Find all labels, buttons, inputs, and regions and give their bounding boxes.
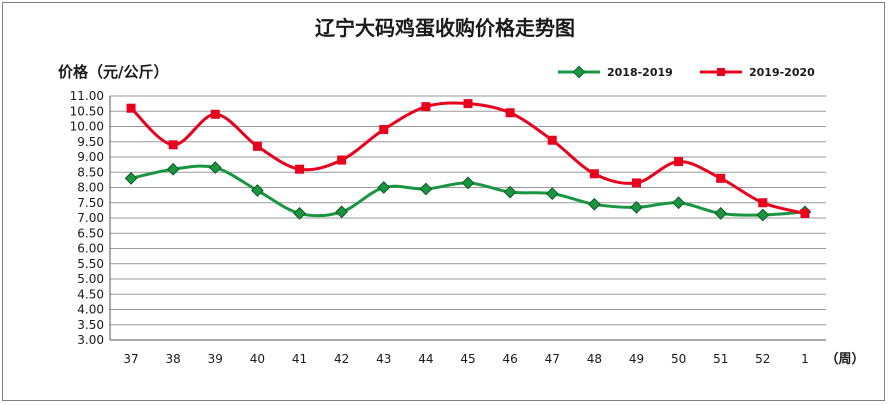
data-point-2018-2019 <box>335 205 349 219</box>
x-tick-label: 49 <box>629 352 644 366</box>
data-point-2018-2019 <box>714 207 728 220</box>
y-tick-label: 3.50 <box>77 318 104 332</box>
y-tick-label: 5.50 <box>77 257 104 271</box>
data-point-2019-2020 <box>126 103 136 113</box>
data-point-2018-2019 <box>251 184 264 197</box>
chart-frame <box>2 2 885 401</box>
data-point-2019-2020 <box>800 208 810 218</box>
y-tick-label: 4.50 <box>77 287 104 301</box>
legend-marker-2019-2020 <box>717 68 725 76</box>
series-line-2018-2019 <box>130 164 806 218</box>
y-tick-label: 7.50 <box>77 196 104 210</box>
x-tick-label: 37 <box>123 352 138 366</box>
data-point-2018-2019 <box>545 187 559 200</box>
legend-marker-2018-2019 <box>572 65 586 79</box>
x-tick-label: 47 <box>545 352 560 366</box>
data-point-2019-2020 <box>631 178 641 188</box>
x-tick-label: 41 <box>292 352 307 366</box>
data-point-2018-2019 <box>756 208 770 222</box>
chart-title: 辽宁大码鸡蛋收购价格走势图 <box>315 16 575 40</box>
y-tick-label: 5.00 <box>77 272 104 286</box>
x-tick-label: 42 <box>334 352 349 366</box>
data-point-2019-2020 <box>716 173 726 183</box>
x-tick-label: 38 <box>166 352 181 366</box>
y-tick-label: 10.50 <box>70 104 104 118</box>
y-axis-label: 价格（元/公斤） <box>58 63 168 81</box>
data-point-2018-2019 <box>587 197 601 211</box>
data-point-2019-2020 <box>421 102 431 112</box>
y-tick-label: 8.00 <box>77 181 104 195</box>
y-tick-label: 11.00 <box>70 89 104 103</box>
data-point-2018-2019 <box>672 196 685 210</box>
data-point-2019-2020 <box>463 99 473 109</box>
x-tick-label: 44 <box>418 352 433 366</box>
data-point-2018-2019 <box>124 171 138 185</box>
data-point-2019-2020 <box>547 135 557 145</box>
x-tick-label: 51 <box>713 352 728 366</box>
data-point-2018-2019 <box>293 207 306 220</box>
legend: 2018-2019 2019-2020 <box>558 65 815 79</box>
x-tick-label: 46 <box>502 352 517 366</box>
axes <box>109 96 826 341</box>
data-point-2019-2020 <box>168 140 178 150</box>
data-point-2019-2020 <box>758 198 768 208</box>
y-tick-label: 10.00 <box>70 120 104 134</box>
y-tick-label: 8.50 <box>77 165 104 179</box>
series-group <box>124 99 812 222</box>
x-axis-label: （周） <box>825 351 864 367</box>
data-point-2018-2019 <box>630 200 643 214</box>
grid-lines <box>110 95 826 341</box>
data-point-2018-2019 <box>166 162 180 176</box>
data-point-2018-2019 <box>461 176 475 190</box>
series-line-2019-2020 <box>130 101 806 215</box>
data-point-2019-2020 <box>295 164 305 174</box>
data-point-2018-2019 <box>377 181 391 194</box>
data-point-2018-2019 <box>503 185 517 199</box>
y-tick-label: 4.00 <box>77 303 104 317</box>
x-tick-labels: 37 38 39 40 41 42 43 44 45 46 47 48 49 50 51 52 1 <box>123 352 808 366</box>
x-tick-label: 40 <box>250 352 265 366</box>
x-tick-label: 43 <box>376 352 391 366</box>
data-point-2019-2020 <box>252 141 262 151</box>
x-tick-label: 45 <box>460 352 475 366</box>
data-point-2019-2020 <box>379 125 389 135</box>
data-point-2019-2020 <box>589 169 599 179</box>
legend-label-2019-2020: 2019-2020 <box>749 66 815 79</box>
data-point-2019-2020 <box>505 108 515 118</box>
y-tick-label: 3.00 <box>77 333 104 347</box>
y-tick-label: 6.00 <box>77 242 104 256</box>
y-tick-labels: 3.003.504.00 4.505.005.506.00 6.507.007.50… <box>70 89 104 347</box>
x-tick-label: 48 <box>587 352 602 366</box>
data-point-2018-2019 <box>419 182 433 196</box>
data-point-2018-2019 <box>208 161 222 175</box>
x-tick-label: 52 <box>755 352 770 366</box>
x-tick-label: 1 <box>801 352 809 366</box>
data-point-2019-2020 <box>210 109 220 119</box>
data-point-2019-2020 <box>674 157 684 167</box>
legend-label-2018-2019: 2018-2019 <box>607 66 673 79</box>
y-tick-label: 7.00 <box>77 211 104 225</box>
x-tick-label: 39 <box>208 352 223 366</box>
y-tick-label: 9.00 <box>77 150 104 164</box>
y-tick-label: 9.50 <box>77 135 104 149</box>
x-tick-label: 50 <box>671 352 686 366</box>
data-point-2019-2020 <box>337 155 347 165</box>
y-tick-label: 6.50 <box>77 226 104 240</box>
